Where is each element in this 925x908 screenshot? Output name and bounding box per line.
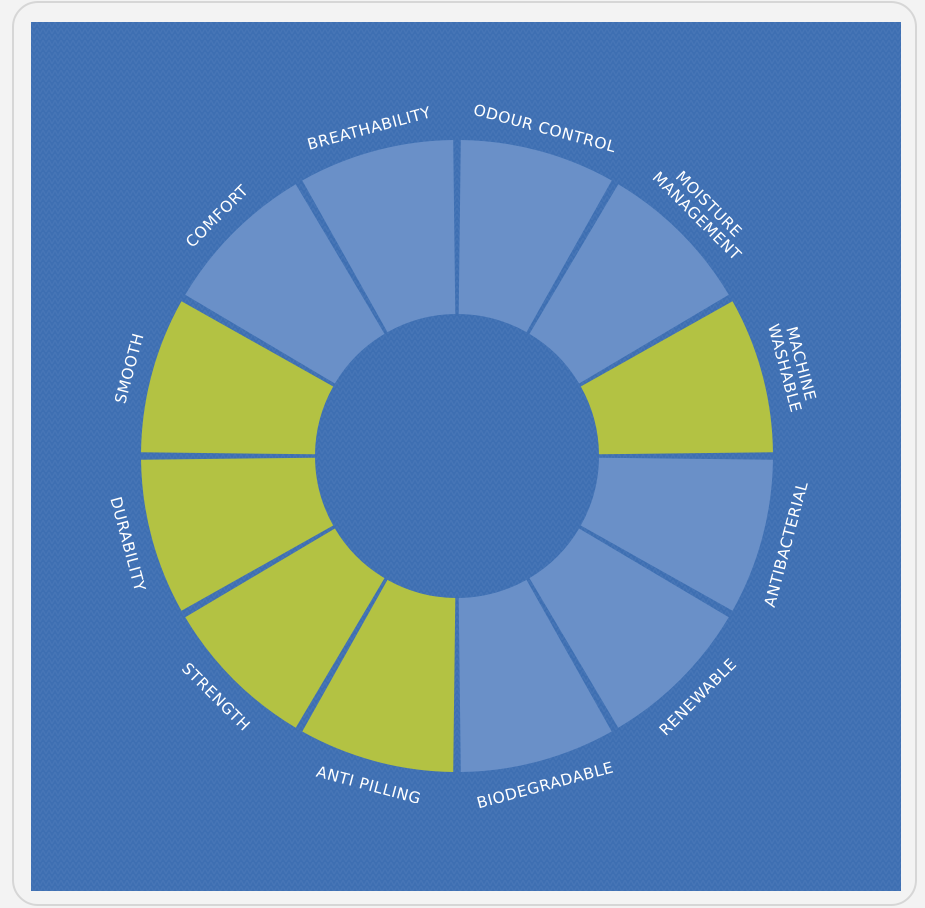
- fabric-panel: ODOUR CONTROL MOISTUREMANAGEMENT MACHINEWA…: [31, 22, 901, 891]
- wheel-segment-durability: [141, 457, 334, 611]
- wheel-segment-comfort: [185, 184, 385, 384]
- wheel-segment-anti-pilling: [302, 579, 456, 772]
- wheel-segment-odour-control: [458, 140, 612, 333]
- wheel-segment-antibacterial: [580, 457, 773, 611]
- properties-wheel: ODOUR CONTROLMOISTUREMANAGEMENTMACHINEWA…: [31, 22, 901, 891]
- wheel-segment-strength: [185, 528, 385, 728]
- wheel-segment-biodegradable: [458, 579, 612, 772]
- wheel-segment-smooth: [141, 301, 334, 455]
- wheel-segment-moisture-management: [529, 184, 729, 384]
- wheel-segment-breathability: [302, 140, 456, 333]
- wheel-segment-machine-washable: [580, 301, 773, 455]
- wheel-segment-renewable: [529, 528, 729, 728]
